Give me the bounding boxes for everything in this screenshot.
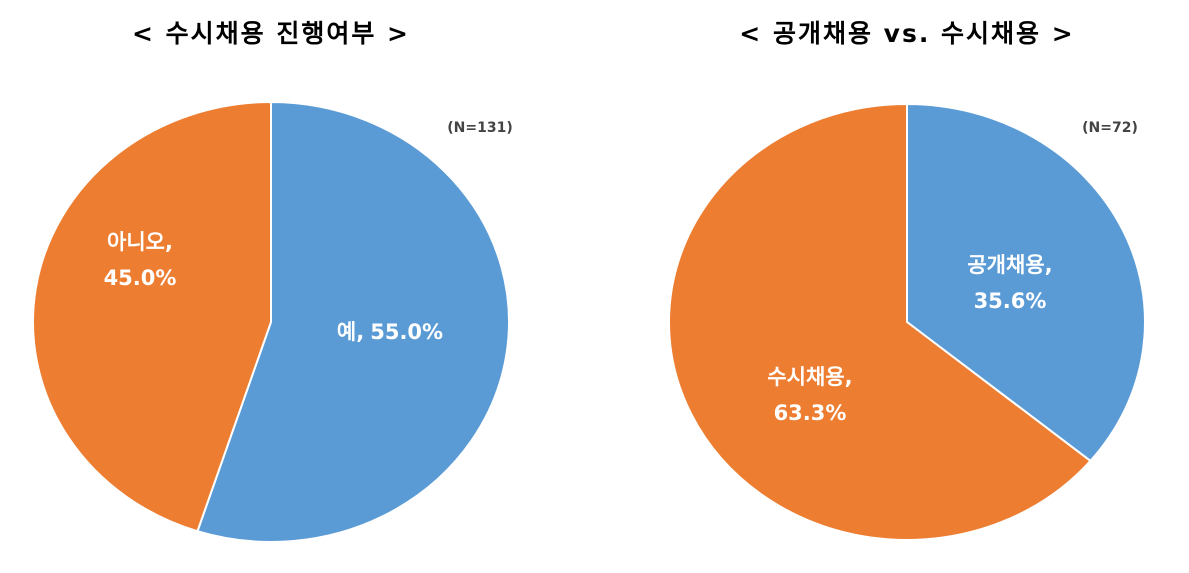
slice-category: 아니오,	[107, 230, 173, 254]
pie-slice	[668, 102, 1092, 541]
slice-value: 63.3%	[774, 401, 847, 425]
pie-slice	[32, 100, 272, 533]
pie-slice	[906, 102, 1146, 463]
slice-category: 예,	[337, 320, 364, 344]
slice-category: 수시채용,	[767, 365, 852, 389]
chart-title: < 공개채용 vs. 수시채용 >	[739, 19, 1074, 48]
chart-title: < 수시채용 진행여부 >	[132, 19, 410, 48]
pie-slice	[196, 100, 510, 543]
slice-value: 55.0%	[370, 320, 443, 344]
slice-label: 예, 55.0%	[337, 320, 443, 344]
slice-category: 공개채용,	[967, 253, 1052, 277]
slice-value: 45.0%	[104, 266, 177, 290]
sample-note: (N=72)	[1082, 120, 1138, 136]
slice-value: 35.6%	[974, 289, 1047, 313]
sample-note: (N=131)	[447, 120, 512, 136]
